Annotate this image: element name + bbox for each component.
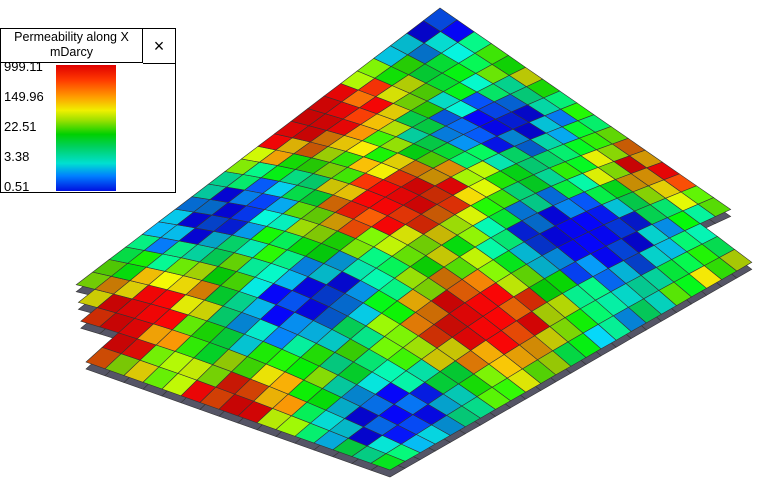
legend-tick: 3.38 bbox=[4, 149, 30, 164]
grid-cell bbox=[697, 197, 732, 217]
grid-cell bbox=[718, 249, 753, 272]
legend-header: Permeability along X mDarcy bbox=[1, 29, 143, 63]
legend: Permeability along X mDarcy × 999.11 149.… bbox=[0, 28, 176, 194]
legend-tick: 22.51 bbox=[4, 119, 37, 134]
legend-tick: 999.11 bbox=[4, 59, 43, 74]
legend-unit: mDarcy bbox=[49, 45, 94, 59]
color-bar bbox=[56, 65, 116, 191]
close-button[interactable]: × bbox=[143, 29, 175, 64]
legend-tick: 149.96 bbox=[4, 89, 44, 104]
legend-tick: 0.51 bbox=[4, 179, 30, 194]
legend-title: Permeability along X bbox=[14, 30, 129, 44]
